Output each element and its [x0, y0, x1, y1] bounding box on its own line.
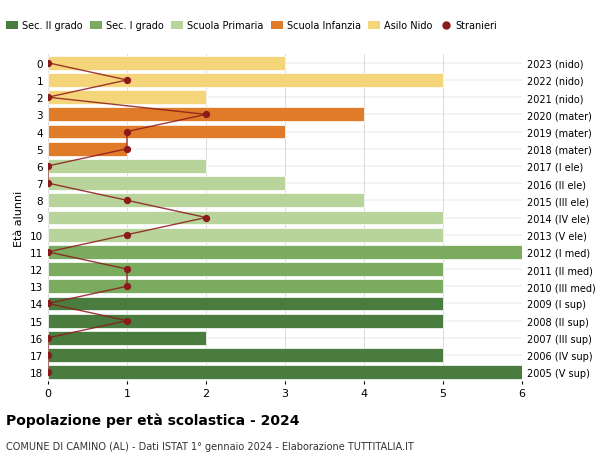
Point [122, 317, 132, 325]
Text: COMUNE DI CAMINO (AL) - Dati ISTAT 1° gennaio 2024 - Elaborazione TUTTITALIA.IT: COMUNE DI CAMINO (AL) - Dati ISTAT 1° ge… [6, 441, 414, 451]
Bar [48, 297, 443, 311]
Point [43, 352, 53, 359]
Bar [48, 57, 285, 71]
Bar [48, 246, 522, 259]
Bar [48, 143, 127, 156]
Bar [48, 211, 443, 225]
Point [122, 77, 132, 84]
Bar [48, 160, 206, 174]
Point [122, 146, 132, 153]
Bar [48, 194, 364, 208]
Point [122, 266, 132, 273]
Bar [48, 280, 443, 293]
Y-axis label: Età alunni: Età alunni [14, 190, 25, 246]
Point [43, 94, 53, 101]
Point [43, 249, 53, 256]
Point [122, 129, 132, 136]
Point [43, 300, 53, 308]
Point [201, 214, 211, 222]
Point [43, 335, 53, 342]
Bar [48, 348, 443, 362]
Bar [48, 91, 206, 105]
Bar [48, 314, 443, 328]
Point [201, 112, 211, 119]
Point [122, 197, 132, 205]
Point [43, 60, 53, 67]
Bar [48, 263, 443, 276]
Text: Popolazione per età scolastica - 2024: Popolazione per età scolastica - 2024 [6, 413, 299, 428]
Point [43, 180, 53, 187]
Bar [48, 125, 285, 139]
Legend: Sec. II grado, Sec. I grado, Scuola Primaria, Scuola Infanzia, Asilo Nido, Stran: Sec. II grado, Sec. I grado, Scuola Prim… [2, 17, 501, 35]
Bar [48, 365, 522, 379]
Point [122, 231, 132, 239]
Bar [48, 228, 443, 242]
Bar [48, 177, 285, 190]
Bar [48, 108, 364, 122]
Point [122, 283, 132, 290]
Bar [48, 74, 443, 88]
Point [43, 163, 53, 170]
Bar [48, 331, 206, 345]
Point [43, 369, 53, 376]
